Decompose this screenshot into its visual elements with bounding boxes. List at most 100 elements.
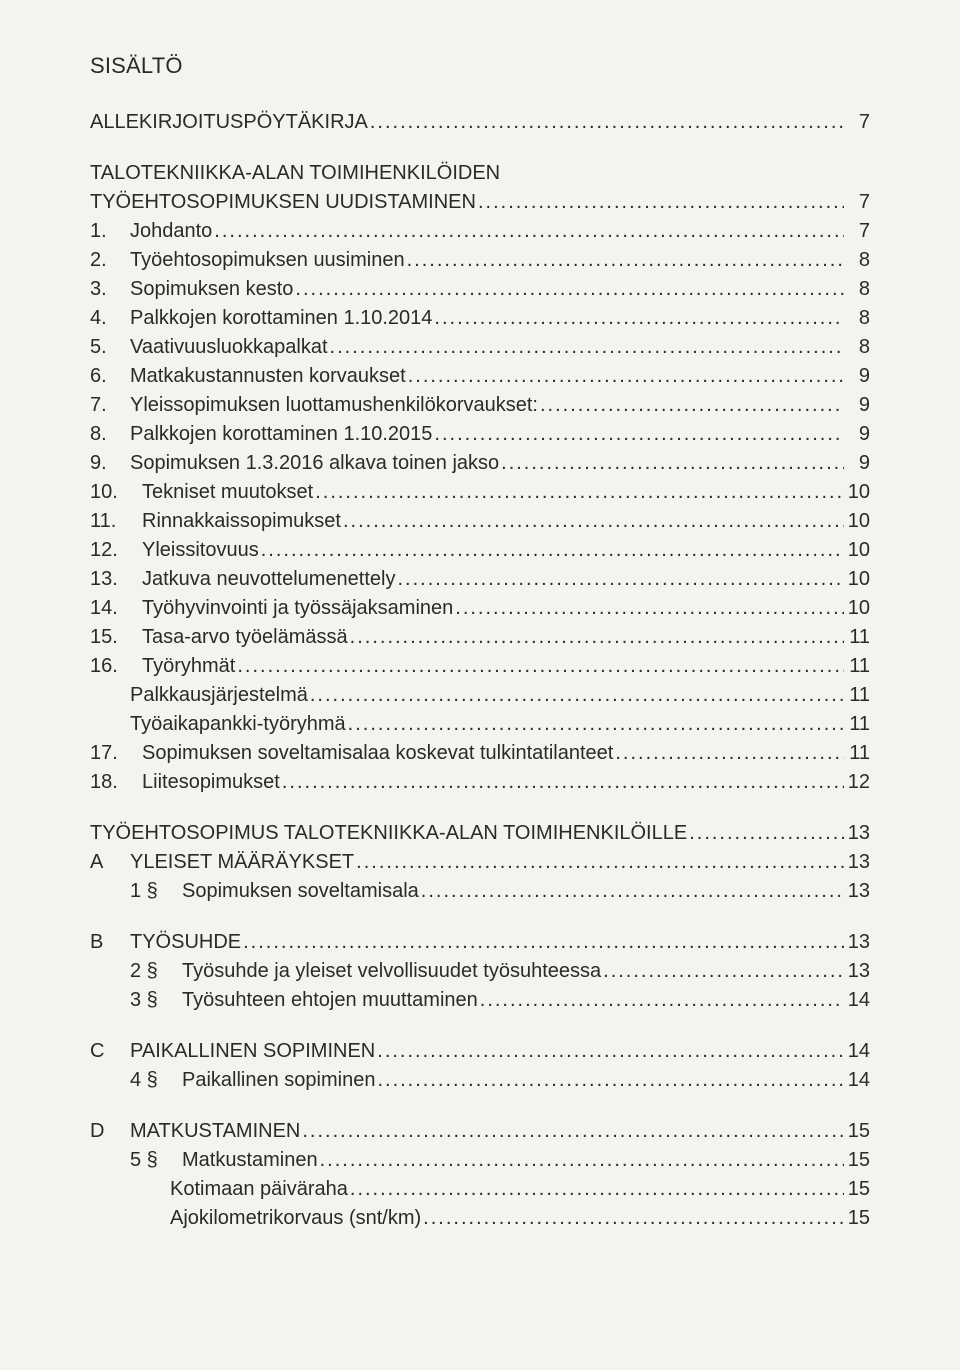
toc-entry: 9.Sopimuksen 1.3.2016 alkava toinen jaks…: [90, 449, 870, 478]
toc-number: 3 §: [130, 986, 182, 1015]
toc-leader-dots: [368, 108, 844, 137]
toc-number: C: [90, 1037, 130, 1066]
toc-page-number: 8: [844, 275, 870, 304]
toc-leader-dots: [406, 362, 844, 391]
toc-text: Tasa-arvo työelämässä: [142, 626, 348, 648]
toc-number: 3.: [90, 275, 130, 304]
section-gap: [90, 137, 870, 159]
toc-entry: 5 §Matkustaminen15: [90, 1146, 870, 1175]
toc-entry: Palkkausjärjestelmä11: [90, 681, 870, 710]
toc-page-number: 12: [844, 768, 870, 797]
toc-text: TALOTEKNIIKKA-ALAN TOIMIHENKILÖIDEN: [90, 162, 500, 184]
toc-leader-dots: [328, 333, 844, 362]
toc-number: A: [90, 848, 130, 877]
toc-number: 8.: [90, 420, 130, 449]
toc-label: BTYÖSUHDE: [90, 928, 241, 957]
toc-entry: TYÖEHTOSOPIMUS TALOTEKNIIKKA-ALAN TOIMIH…: [90, 819, 870, 848]
toc-label: 10.Tekniset muutokset: [90, 478, 313, 507]
toc-text: Yleissitovuus: [142, 539, 259, 561]
toc-entry: 2.Työehtosopimuksen uusiminen8: [90, 246, 870, 275]
toc-entry: Työaikapankki-työryhmä11: [90, 710, 870, 739]
toc-page-number: 9: [844, 420, 870, 449]
toc-text: Kotimaan päiväraha: [170, 1178, 348, 1200]
toc-page-number: 11: [844, 623, 870, 652]
toc-leader-dots: [241, 928, 844, 957]
toc-leader-dots: [538, 391, 844, 420]
toc-leader-dots: [375, 1066, 844, 1095]
toc-page-number: 10: [844, 536, 870, 565]
toc-page-number: 9: [844, 362, 870, 391]
toc-label: 4.Palkkojen korottaminen 1.10.2014: [90, 304, 432, 333]
toc-number: 18.: [90, 768, 142, 797]
toc-page-number: 15: [844, 1117, 870, 1146]
toc-text: Työsuhteen ehtojen muuttaminen: [182, 989, 478, 1011]
toc-text: Työhyvinvointi ja työssäjaksaminen: [142, 597, 453, 619]
toc-number: 11.: [90, 507, 142, 536]
toc-text: Liitesopimukset: [142, 771, 280, 793]
toc-leader-dots: [419, 877, 844, 906]
toc-number: 6.: [90, 362, 130, 391]
toc-entry: Kotimaan päiväraha15: [90, 1175, 870, 1204]
toc-text: MATKUSTAMINEN: [130, 1120, 300, 1142]
toc-label: 5.Vaativuusluokkapalkat: [90, 333, 328, 362]
toc-page-number: 14: [844, 1066, 870, 1095]
toc-entry: 12.Yleissitovuus 10: [90, 536, 870, 565]
toc-text: Rinnakkaissopimukset: [142, 510, 341, 532]
toc-entry: AYLEISET MÄÄRÄYKSET13: [90, 848, 870, 877]
toc-leader-dots: [613, 739, 844, 768]
toc-entry: 4.Palkkojen korottaminen 1.10.2014 8: [90, 304, 870, 333]
toc-entry: 10.Tekniset muutokset10: [90, 478, 870, 507]
toc-label: 14.Työhyvinvointi ja työssäjaksaminen: [90, 594, 453, 623]
toc-number: 2.: [90, 246, 130, 275]
toc-page-number: 10: [844, 565, 870, 594]
toc-label: Ajokilometrikorvaus (snt/km): [170, 1204, 421, 1233]
toc-label: 2 §Työsuhde ja yleiset velvollisuudet ty…: [130, 957, 601, 986]
toc-leader-dots: [308, 681, 844, 710]
table-of-contents: ALLEKIRJOITUSPÖYTÄKIRJA 7 TALOTEKNIIKKA-AL…: [90, 108, 870, 1233]
toc-entry: BTYÖSUHDE13: [90, 928, 870, 957]
toc-entry: 16.Työryhmät 11: [90, 652, 870, 681]
toc-text: Johdanto: [130, 220, 212, 242]
toc-leader-dots: [453, 594, 844, 623]
toc-text: Sopimuksen soveltamisalaa koskevat tulki…: [142, 742, 613, 764]
toc-label: 15.Tasa-arvo työelämässä: [90, 623, 348, 652]
toc-label: Työaikapankki-työryhmä: [130, 710, 346, 739]
toc-text: Tekniset muutokset: [142, 481, 313, 503]
toc-entry: TYÖEHTOSOPIMUKSEN UUDISTAMINEN 7: [90, 188, 870, 217]
toc-page-number: 11: [844, 739, 870, 768]
toc-label: TYÖEHTOSOPIMUKSEN UUDISTAMINEN: [90, 188, 476, 217]
toc-number: 12.: [90, 536, 142, 565]
toc-label: TALOTEKNIIKKA-ALAN TOIMIHENKILÖIDEN: [90, 159, 500, 188]
toc-text: Paikallinen sopiminen: [182, 1069, 375, 1091]
toc-leader-dots: [601, 957, 844, 986]
toc-text: PAIKALLINEN SOPIMINEN: [130, 1040, 375, 1062]
toc-text: TYÖEHTOSOPIMUS TALOTEKNIIKKA-ALAN TOIMIH…: [90, 822, 687, 844]
toc-page-number: 8: [844, 246, 870, 275]
toc-entry: 11.Rinnakkaissopimukset 10: [90, 507, 870, 536]
toc-page-number: 13: [844, 848, 870, 877]
toc-text: Työryhmät: [142, 655, 235, 677]
toc-page-number: 9: [844, 391, 870, 420]
toc-number: 1.: [90, 217, 130, 246]
toc-page-number: 7: [844, 188, 870, 217]
toc-number: 13.: [90, 565, 142, 594]
toc-leader-dots: [375, 1037, 844, 1066]
toc-text: Vaativuusluokkapalkat: [130, 336, 328, 358]
toc-number: 2 §: [130, 957, 182, 986]
toc-entry: 6.Matkakustannusten korvaukset9: [90, 362, 870, 391]
toc-page-number: 11: [844, 681, 870, 710]
toc-text: Sopimuksen 1.3.2016 alkava toinen jakso: [130, 452, 499, 474]
toc-entry: 14.Työhyvinvointi ja työssäjaksaminen10: [90, 594, 870, 623]
toc-label: DMATKUSTAMINEN: [90, 1117, 300, 1146]
toc-page-number: 14: [844, 1037, 870, 1066]
toc-entry: 13.Jatkuva neuvottelumenettely10: [90, 565, 870, 594]
toc-leader-dots: [280, 768, 844, 797]
toc-label: ALLEKIRJOITUSPÖYTÄKIRJA: [90, 108, 368, 137]
toc-entry: 17.Sopimuksen soveltamisalaa koskevat tu…: [90, 739, 870, 768]
toc-page-number: 10: [844, 507, 870, 536]
toc-page-number: 8: [844, 304, 870, 333]
toc-number: 1 §: [130, 877, 182, 906]
toc-leader-dots: [318, 1146, 844, 1175]
toc-text: ALLEKIRJOITUSPÖYTÄKIRJA: [90, 111, 368, 133]
toc-page-number: 7: [844, 217, 870, 246]
